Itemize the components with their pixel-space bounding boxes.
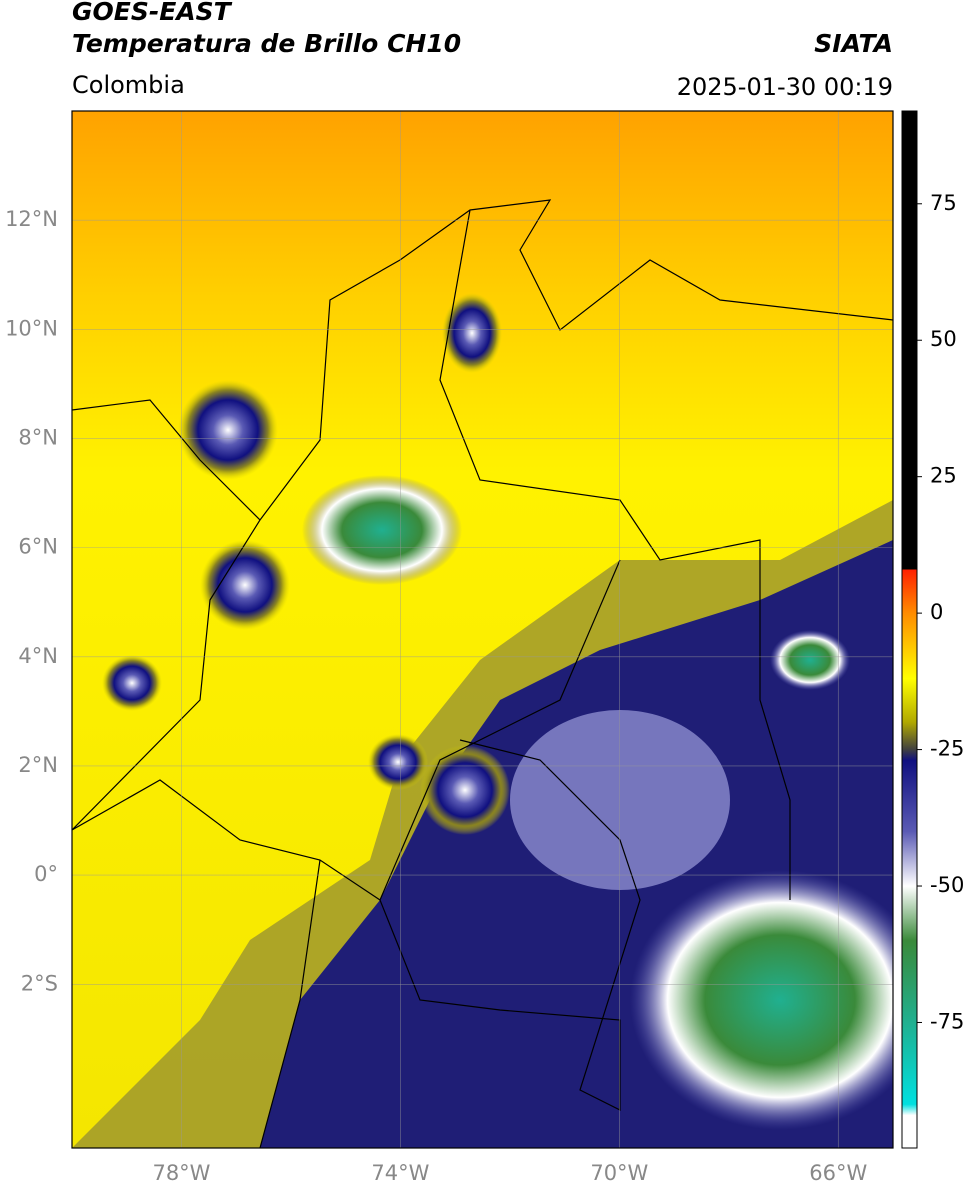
x-tick-label: 78°W — [152, 1161, 210, 1185]
cloud — [442, 293, 502, 373]
colorbar-tick-label: 50 — [930, 327, 957, 351]
y-tick-label: 10°N — [5, 316, 58, 340]
y-tick-label: 4°N — [18, 644, 58, 668]
y-tick-label: 2°S — [21, 971, 58, 995]
cloud-core — [630, 870, 893, 1130]
cloud — [510, 710, 730, 890]
y-tick-label: 0° — [34, 862, 58, 886]
colorbar-tick-label: -75 — [930, 1009, 964, 1033]
borders — [72, 199, 893, 1148]
cloud — [420, 745, 510, 835]
datetime: 2025-01-30 00:19 — [677, 73, 893, 101]
y-tick-label: 2°N — [18, 753, 58, 777]
y-tick-label: 12°N — [5, 207, 58, 231]
colorbar-tick-label: -50 — [930, 873, 964, 897]
source: SIATA — [814, 29, 893, 58]
cloud — [368, 734, 428, 790]
cloud — [178, 380, 278, 480]
colorbar-tick-label: 75 — [930, 191, 957, 215]
subtitle: Temperatura de Brillo CH10 — [72, 29, 461, 58]
cloud-core — [770, 630, 850, 690]
imagery — [72, 111, 893, 1148]
x-tick-label: 74°W — [371, 1161, 429, 1185]
colorbar-tick-label: 25 — [930, 464, 957, 488]
colorbar — [901, 110, 918, 1149]
cloud-core — [302, 475, 462, 585]
colorbar-tick-label: -25 — [930, 737, 964, 761]
cloud — [200, 540, 290, 630]
region: Colombia — [72, 71, 185, 99]
x-tick-label: 66°W — [809, 1161, 867, 1185]
map-frame — [71, 110, 894, 1149]
colorbar-tick-label: 0 — [930, 600, 943, 624]
x-tick-label: 70°W — [590, 1161, 648, 1185]
cloud — [102, 655, 162, 711]
y-tick-label: 8°N — [18, 425, 58, 449]
y-tick-label: 6°N — [18, 535, 58, 559]
title: GOES-EAST — [72, 0, 233, 26]
